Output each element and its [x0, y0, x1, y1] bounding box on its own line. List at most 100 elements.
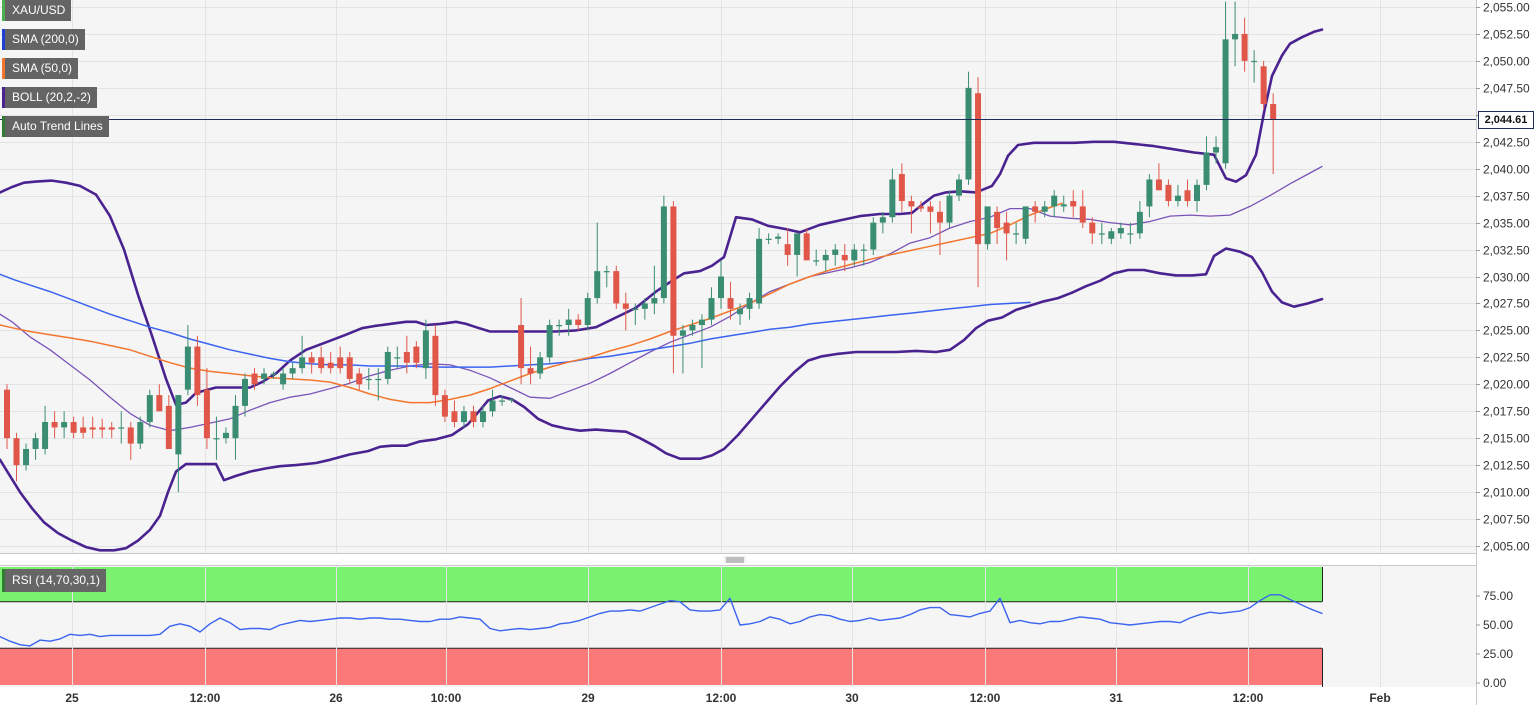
candle-bullish[interactable] [137, 416, 144, 449]
candle-bullish[interactable] [765, 233, 772, 245]
candle-bullish[interactable] [603, 265, 610, 288]
candle-bullish[interactable] [1098, 222, 1105, 245]
candle-bullish[interactable] [1203, 136, 1210, 191]
candlesticks[interactable] [4, 1, 1277, 493]
candle-bullish[interactable] [946, 190, 953, 228]
candle-bullish[interactable] [756, 227, 763, 309]
candle-bearish[interactable] [670, 201, 677, 374]
candle-bullish[interactable] [1232, 1, 1239, 67]
candle-bullish[interactable] [261, 368, 268, 385]
candle-bullish[interactable] [289, 362, 296, 379]
candle-bullish[interactable] [1213, 136, 1220, 164]
candle-bullish[interactable] [175, 395, 182, 493]
candle-bearish[interactable] [70, 416, 77, 439]
candle-bullish[interactable] [42, 405, 49, 455]
candle-bullish[interactable] [822, 249, 829, 272]
candle-bearish[interactable] [803, 227, 810, 261]
legend-item[interactable]: SMA (50,0) [2, 58, 79, 79]
candle-bullish[interactable] [813, 249, 820, 266]
candle-bullish[interactable] [1146, 174, 1153, 218]
candle-bearish[interactable] [527, 346, 534, 385]
candle-bullish[interactable] [708, 287, 715, 326]
candle-bullish[interactable] [480, 405, 486, 428]
candle-bearish[interactable] [518, 298, 525, 385]
candle-bearish[interactable] [622, 292, 629, 331]
candle-bearish[interactable] [1079, 190, 1086, 228]
candle-bullish[interactable] [794, 233, 801, 277]
candle-bearish[interactable] [318, 346, 325, 374]
candle-bullish[interactable] [299, 335, 306, 374]
candle-bullish[interactable] [23, 443, 30, 471]
candle-bearish[interactable] [936, 201, 943, 255]
candle-bullish[interactable] [118, 411, 125, 444]
candle-bullish[interactable] [365, 368, 372, 390]
candle-bullish[interactable] [375, 368, 382, 401]
candle-bearish[interactable] [470, 405, 477, 428]
candle-bearish[interactable] [194, 335, 201, 406]
candle-bearish[interactable] [51, 411, 58, 439]
candle-bullish[interactable] [460, 405, 467, 428]
candle-bullish[interactable] [1194, 179, 1200, 212]
candle-bearish[interactable] [1003, 211, 1010, 261]
candle-bullish[interactable] [718, 260, 724, 309]
candle-bullish[interactable] [775, 233, 782, 245]
candle-bullish[interactable] [508, 398, 515, 403]
candle-bearish[interactable] [1165, 179, 1172, 207]
candle-bullish[interactable] [184, 325, 191, 396]
legend-item[interactable]: BOLL (20,2,-2) [2, 87, 97, 108]
candle-bearish[interactable] [1270, 93, 1277, 175]
candle-bearish[interactable] [898, 163, 905, 212]
candle-bullish[interactable] [1013, 222, 1020, 245]
candle-bearish[interactable] [1155, 163, 1162, 191]
pane-resize-handle[interactable] [724, 556, 746, 563]
candle-bullish[interactable] [394, 346, 401, 369]
candle-bullish[interactable] [242, 373, 248, 417]
candle-bearish[interactable] [156, 384, 163, 412]
rsi-legend-box[interactable]: RSI (14,70,30,1) [2, 569, 107, 592]
candle-bullish[interactable] [1136, 201, 1143, 239]
candle-bearish[interactable] [994, 206, 1001, 245]
candle-bearish[interactable] [13, 432, 20, 482]
candle-bearish[interactable] [927, 201, 934, 234]
candle-bearish[interactable] [4, 384, 10, 449]
candle-bearish[interactable] [1260, 60, 1267, 110]
candle-bearish[interactable] [841, 244, 848, 272]
candle-bearish[interactable] [975, 77, 982, 288]
candle-bullish[interactable] [1060, 195, 1067, 212]
candle-bearish[interactable] [917, 201, 924, 212]
candle-bullish[interactable] [146, 389, 153, 428]
candle-bullish[interactable] [1108, 227, 1115, 245]
candle-bullish[interactable] [870, 217, 877, 255]
candle-bullish[interactable] [499, 395, 506, 406]
candle-bearish[interactable] [575, 314, 582, 331]
candle-bearish[interactable] [727, 281, 734, 320]
candle-bearish[interactable] [80, 416, 87, 439]
candle-bullish[interactable] [737, 303, 744, 326]
candle-bearish[interactable] [413, 341, 420, 369]
candle-bearish[interactable] [203, 368, 210, 449]
candle-bullish[interactable] [594, 222, 601, 304]
candle-bullish[interactable] [965, 71, 972, 185]
candle-bearish[interactable] [251, 368, 258, 390]
candle-bullish[interactable] [32, 432, 39, 460]
candle-bearish[interactable] [1089, 217, 1096, 245]
candle-bullish[interactable] [213, 416, 220, 460]
candle-bullish[interactable] [651, 265, 658, 315]
candle-bullish[interactable] [556, 319, 563, 336]
candle-bullish[interactable] [232, 395, 239, 460]
candle-bullish[interactable] [679, 325, 686, 374]
candle-bullish[interactable] [860, 244, 867, 266]
candle-bearish[interactable] [108, 422, 115, 439]
candle-bullish[interactable] [632, 303, 639, 326]
legend-item[interactable]: SMA (200,0) [2, 29, 85, 50]
candle-bullish[interactable] [746, 292, 753, 320]
candle-bearish[interactable] [327, 351, 334, 374]
candle-bearish[interactable] [451, 400, 458, 428]
candle-bullish[interactable] [660, 195, 667, 304]
candle-bullish[interactable] [879, 211, 886, 234]
candle-bullish[interactable] [222, 427, 229, 444]
candle-bullish[interactable] [384, 346, 391, 385]
candle-bullish[interactable] [984, 206, 991, 250]
candle-bullish[interactable] [1051, 190, 1058, 218]
